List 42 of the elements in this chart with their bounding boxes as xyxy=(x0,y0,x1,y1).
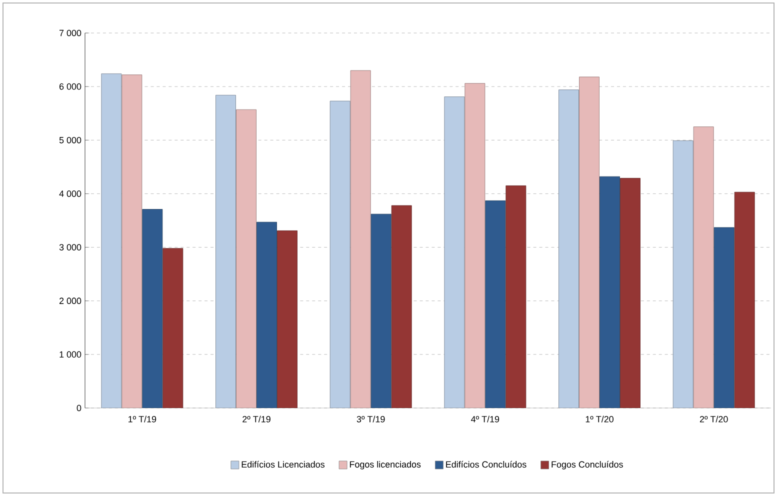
bar xyxy=(600,176,620,408)
y-tick-label: 2 000 xyxy=(59,298,82,304)
x-tick-label: 1º T/20 xyxy=(586,416,614,422)
legend-label: Edifícios Licenciados xyxy=(242,460,325,468)
y-tick-label: 7 000 xyxy=(59,30,82,36)
x-tick-label: 4º T/19 xyxy=(471,416,500,422)
bar xyxy=(122,74,142,408)
bar xyxy=(693,126,714,408)
bar xyxy=(277,230,298,408)
bar xyxy=(485,200,506,408)
bar xyxy=(391,205,412,408)
bar xyxy=(330,100,350,408)
y-tick-label: 5 000 xyxy=(59,136,82,144)
bar xyxy=(579,76,600,408)
bar xyxy=(162,248,184,408)
bar xyxy=(734,192,755,408)
bar xyxy=(444,96,465,408)
bar xyxy=(256,222,277,408)
bar xyxy=(558,90,579,408)
x-tick-label: 1º T/19 xyxy=(128,416,156,422)
x-tick-label: 2º T/20 xyxy=(700,416,728,422)
bar xyxy=(464,83,486,408)
bar xyxy=(350,70,371,408)
legend-label: Fogos licenciados xyxy=(350,460,421,470)
bar xyxy=(714,227,734,408)
bar xyxy=(216,94,236,408)
bar xyxy=(672,140,694,408)
legend-label: Edifícios Concluídos xyxy=(446,460,526,468)
y-tick-label: 3 000 xyxy=(59,244,82,250)
x-tick-label: 2º T/19 xyxy=(242,416,270,422)
bar xyxy=(506,185,526,408)
y-tick-label: 6 000 xyxy=(59,83,82,90)
bar xyxy=(370,214,392,408)
legend-label: Fogos Concluídos xyxy=(552,460,623,470)
x-tick-label: 3º T/19 xyxy=(356,416,385,422)
y-tick-label: 1 000 xyxy=(60,351,82,358)
bar xyxy=(101,74,122,408)
bar xyxy=(236,109,256,408)
y-tick-label: 0 xyxy=(76,404,82,412)
bar xyxy=(142,209,163,408)
bar xyxy=(620,178,640,408)
y-tick-label: 4 000 xyxy=(59,190,82,197)
